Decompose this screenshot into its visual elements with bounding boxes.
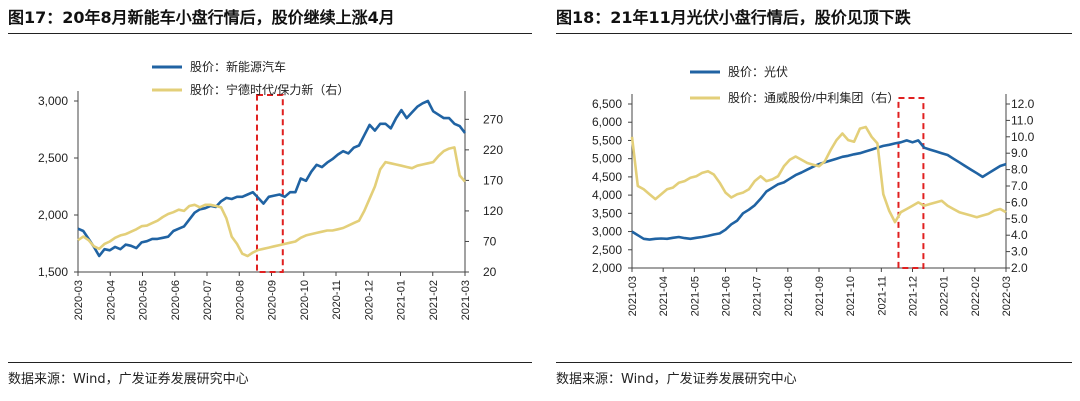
y-tick-label-right: 6.0 bbox=[1011, 195, 1028, 209]
x-tick-label: 2020-12 bbox=[363, 280, 375, 320]
source-note-right: 数据来源：Wind，广发证券发展研究中心 bbox=[556, 372, 797, 387]
highlight-box bbox=[255, 94, 284, 273]
y-tick-label-right: 170 bbox=[483, 173, 503, 187]
y-tick-label-left: 2,500 bbox=[38, 151, 68, 165]
source-rule-right bbox=[556, 362, 1072, 363]
series-line-secondary bbox=[630, 125, 1007, 224]
x-tick-label: 2020-07 bbox=[202, 280, 214, 320]
x-tick-label: 2022-03 bbox=[1001, 276, 1013, 316]
y-tick-label-left: 1,500 bbox=[38, 265, 68, 279]
series-line-secondary bbox=[77, 146, 466, 258]
y-tick-label-right: 9.0 bbox=[1011, 146, 1028, 160]
highlight-box bbox=[897, 97, 925, 269]
y-tick-label-right: 5.0 bbox=[1011, 212, 1028, 226]
y-tick-label-left: 3,000 bbox=[592, 225, 622, 239]
x-tick-label: 2020-03 bbox=[73, 280, 85, 320]
y-tick-label-left: 4,500 bbox=[592, 170, 622, 184]
y-tick-label-right: 8.0 bbox=[1011, 163, 1028, 177]
y-tick-label-right: 2.0 bbox=[1011, 261, 1028, 275]
x-tick-label: 2020-10 bbox=[299, 280, 311, 320]
x-tick-label: 2021-06 bbox=[721, 276, 733, 316]
x-tick-label: 2020-08 bbox=[234, 280, 246, 320]
x-tick-label: 2021-01 bbox=[396, 280, 408, 320]
x-tick-label: 2021-09 bbox=[814, 276, 826, 316]
x-tick-label: 2021-08 bbox=[783, 276, 795, 316]
y-tick-label-right: 220 bbox=[483, 143, 503, 157]
y-tick-label-left: 2,500 bbox=[592, 243, 622, 257]
source-rule-left bbox=[8, 362, 532, 363]
y-tick-label-left: 6,500 bbox=[592, 97, 622, 111]
line-chart-left: 1,500 2,000 2,500 3,000 20 70 120 170 220 270 2020… bbox=[38, 59, 503, 320]
x-tick-label: 2020-11 bbox=[331, 280, 343, 320]
chart-panel-right: 图18：21年11月光伏小盘行情后，股价见顶下跌 2,000 2,500 3,000… bbox=[548, 0, 1080, 401]
x-tick-label: 2021-12 bbox=[908, 276, 920, 316]
legend-label-primary: 股价：光伏 bbox=[728, 65, 788, 79]
y-tick-label-right: 10.0 bbox=[1011, 130, 1035, 144]
x-tick-label: 2021-02 bbox=[428, 280, 440, 320]
source-note-left: 数据来源：Wind，广发证券发展研究中心 bbox=[8, 372, 249, 387]
x-tick-label: 2020-05 bbox=[138, 280, 150, 320]
y-tick-label-right: 70 bbox=[483, 234, 497, 248]
y-tick-label-right: 11.0 bbox=[1011, 113, 1034, 127]
y-tick-label-right: 4.0 bbox=[1011, 228, 1028, 242]
legend-label-primary: 股价：新能源汽车 bbox=[190, 59, 286, 74]
x-tick-label: 2022-01 bbox=[939, 276, 951, 316]
chart-title-right: 图18：21年11月光伏小盘行情后，股价见顶下跌 bbox=[556, 8, 911, 27]
y-tick-label-right: 20 bbox=[483, 265, 497, 279]
y-tick-label-right: 3.0 bbox=[1011, 245, 1028, 259]
legend-label-secondary: 股价：宁德时代/保力新（右） bbox=[190, 82, 349, 97]
y-tick-label-left: 6,000 bbox=[592, 115, 622, 129]
y-tick-label-right: 120 bbox=[483, 204, 503, 218]
x-tick-label: 2021-10 bbox=[845, 276, 857, 316]
y-tick-label-left: 2,000 bbox=[592, 261, 622, 275]
y-tick-label-left: 4,000 bbox=[592, 188, 622, 202]
y-tick-label-left: 3,000 bbox=[38, 94, 68, 108]
legend-label-secondary: 股价：通威股份/中利集团（右） bbox=[728, 90, 899, 105]
x-tick-label: 2022-02 bbox=[970, 276, 982, 316]
y-tick-label-left: 5,000 bbox=[592, 152, 622, 166]
x-tick-label: 2021-11 bbox=[876, 276, 888, 316]
y-tick-label-right: 270 bbox=[483, 112, 503, 126]
title-rule-right bbox=[556, 33, 1072, 34]
chart-title-left: 图17：20年8月新能车小盘行情后，股价继续上涨4月 bbox=[8, 8, 395, 27]
y-tick-label-left: 5,500 bbox=[592, 133, 622, 147]
line-chart-right: 2,000 2,500 3,000 3,500 4,000 4,500 5,000 5,500… bbox=[592, 65, 1035, 316]
x-tick-label: 2021-05 bbox=[689, 276, 701, 316]
y-tick-label-right: 7.0 bbox=[1011, 179, 1028, 193]
series-line-primary bbox=[77, 99, 467, 258]
x-tick-label: 2020-06 bbox=[170, 280, 182, 320]
x-tick-label: 2020-04 bbox=[105, 280, 117, 320]
x-tick-label: 2021-04 bbox=[658, 276, 670, 316]
y-tick-label-left: 3,500 bbox=[592, 206, 622, 220]
x-tick-label: 2021-03 bbox=[460, 280, 472, 320]
x-tick-label: 2021-07 bbox=[752, 276, 764, 316]
series-line-primary bbox=[631, 139, 1007, 241]
x-tick-label: 2021-03 bbox=[627, 276, 639, 316]
title-rule-left bbox=[8, 33, 532, 34]
y-tick-label-left: 2,000 bbox=[38, 208, 68, 222]
x-tick-label: 2020-09 bbox=[267, 280, 279, 320]
chart-panel-left: 图17：20年8月新能车小盘行情后，股价继续上涨4月 1,500 2,000 2,5… bbox=[8, 8, 532, 387]
y-tick-label-right: 12.0 bbox=[1011, 97, 1035, 111]
